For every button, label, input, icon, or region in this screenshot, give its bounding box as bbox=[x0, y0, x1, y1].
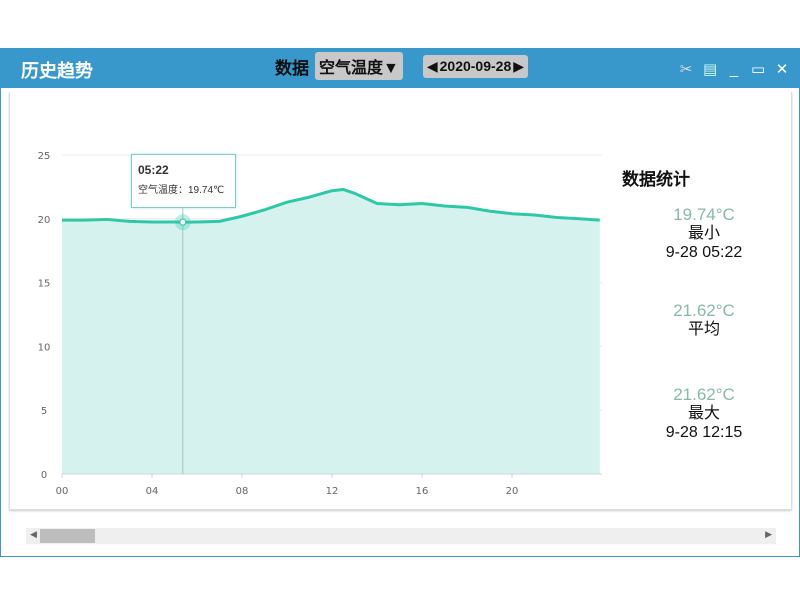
x-tick-label: 08 bbox=[236, 486, 249, 497]
date-picker: ◀ 2020-09-28 ▶ bbox=[422, 54, 529, 78]
y-tick-label: 20 bbox=[38, 215, 51, 226]
y-tick-label: 5 bbox=[41, 406, 47, 417]
stat-max: 21.62°C 最大 9-28 12:15 bbox=[604, 385, 800, 442]
minimize-icon[interactable]: _ bbox=[729, 60, 739, 78]
stat-min: 19.74°C 最小 9-28 05:22 bbox=[604, 205, 800, 262]
tooltip-time: 05:22 bbox=[138, 163, 169, 177]
y-tick-label: 15 bbox=[38, 279, 51, 290]
next-date-button[interactable]: ▶ bbox=[513, 57, 525, 74]
x-tick-label: 20 bbox=[506, 486, 519, 497]
x-tick-label: 12 bbox=[326, 486, 339, 497]
date-value[interactable]: 2020-09-28 bbox=[439, 57, 512, 74]
area-fill bbox=[62, 189, 600, 474]
scroll-right-icon[interactable]: ▶ bbox=[765, 529, 772, 539]
tooltip-value: 空气温度：19.74℃ bbox=[138, 185, 225, 196]
chart-toolbar: 数据 空气温度▼ ◀ 2020-09-28 ▶ bbox=[275, 52, 529, 80]
x-tick-label: 04 bbox=[146, 486, 159, 497]
scrollbar-thumb[interactable] bbox=[40, 529, 95, 543]
stats-panel: 数据统计 19.74°C 最小 9-28 05:22 21.62°C 平均 21… bbox=[600, 165, 800, 441]
metric-select[interactable]: 空气温度▼ bbox=[315, 52, 403, 80]
scroll-left-icon[interactable]: ◀ bbox=[30, 529, 37, 539]
avg-value: 21.62°C bbox=[673, 301, 735, 320]
horizontal-scrollbar[interactable]: ◀ ▶ bbox=[26, 528, 776, 544]
window-title: 历史趋势 bbox=[21, 61, 93, 81]
min-value: 19.74°C bbox=[673, 205, 735, 224]
series-line bbox=[62, 187, 600, 224]
x-tick-label: 16 bbox=[416, 486, 429, 497]
save-icon[interactable]: ▤ bbox=[703, 61, 718, 78]
prev-date-button[interactable]: ◀ bbox=[426, 57, 438, 74]
min-label: 最小 bbox=[687, 225, 720, 242]
y-tick-label: 10 bbox=[38, 342, 51, 353]
maximize-icon[interactable]: ▭ bbox=[751, 61, 766, 78]
y-tick-label: 25 bbox=[38, 151, 51, 162]
y-tick-label: 0 bbox=[41, 470, 47, 481]
max-label: 最大 bbox=[687, 405, 720, 422]
chart-tooltip: 05:22 空气温度：19.74℃ bbox=[131, 154, 236, 208]
highlight-point bbox=[179, 218, 187, 226]
close-icon[interactable]: ✕ bbox=[775, 61, 789, 78]
stat-avg: 21.62°C 平均 bbox=[604, 301, 800, 339]
x-tick-label: 00 bbox=[56, 486, 69, 497]
avg-label: 平均 bbox=[687, 321, 720, 338]
max-value: 21.62°C bbox=[673, 385, 735, 404]
max-time: 9-28 12:15 bbox=[665, 424, 743, 441]
stats-title: 数据统计 bbox=[622, 170, 690, 189]
min-time: 9-28 05:22 bbox=[665, 244, 743, 261]
tools-icon[interactable]: ✂ bbox=[679, 61, 693, 78]
data-label: 数据 bbox=[275, 58, 309, 78]
